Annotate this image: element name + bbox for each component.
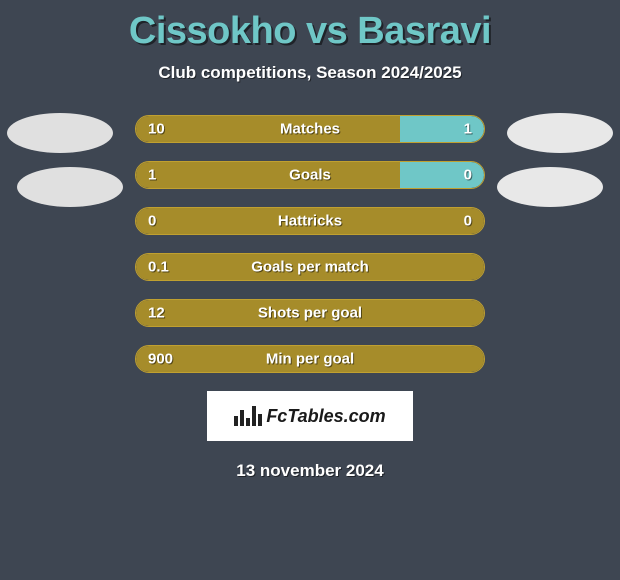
stat-value-right: 1	[464, 121, 472, 138]
stat-row: 0.1 Goals per match	[135, 253, 485, 281]
player-right-icon	[507, 113, 613, 153]
logo-text: FcTables.com	[266, 406, 385, 427]
stat-label: Goals per match	[251, 259, 369, 276]
stat-value-left: 0	[148, 213, 156, 230]
stat-label: Shots per goal	[258, 305, 362, 322]
bar-fill-left	[136, 162, 400, 188]
stat-row: 0 0 Hattricks	[135, 207, 485, 235]
stat-row: 10 1 Matches	[135, 115, 485, 143]
stat-row: 12 Shots per goal	[135, 299, 485, 327]
player-left-icon	[17, 167, 123, 207]
stat-value-right: 0	[464, 213, 472, 230]
player-left-icon	[7, 113, 113, 153]
page-subtitle: Club competitions, Season 2024/2025	[0, 63, 620, 83]
comparison-chart: 101Matches10Goals00Hattricks0.1Goals per…	[0, 115, 620, 373]
stat-value-left: 1	[148, 167, 156, 184]
stat-label: Min per goal	[266, 351, 354, 368]
player-right-icon	[497, 167, 603, 207]
stat-value-left: 0.1	[148, 259, 169, 276]
stat-value-left: 900	[148, 351, 173, 368]
stat-label: Goals	[289, 167, 331, 184]
bar-fill-left	[136, 116, 400, 142]
page-title: Cissokho vs Basravi	[0, 0, 620, 53]
logo: FcTables.com	[234, 406, 385, 427]
bars-container: 101Matches10Goals00Hattricks0.1Goals per…	[135, 115, 485, 373]
date-line: 13 november 2024	[0, 461, 620, 481]
stat-value-left: 12	[148, 305, 165, 322]
chart-icon	[234, 406, 262, 426]
stat-value-left: 10	[148, 121, 165, 138]
stat-row: 1 0 Goals	[135, 161, 485, 189]
stat-value-right: 0	[464, 167, 472, 184]
stat-label: Hattricks	[278, 213, 342, 230]
stat-label: Matches	[280, 121, 340, 138]
logo-box: FcTables.com	[207, 391, 413, 441]
stat-row: 900 Min per goal	[135, 345, 485, 373]
